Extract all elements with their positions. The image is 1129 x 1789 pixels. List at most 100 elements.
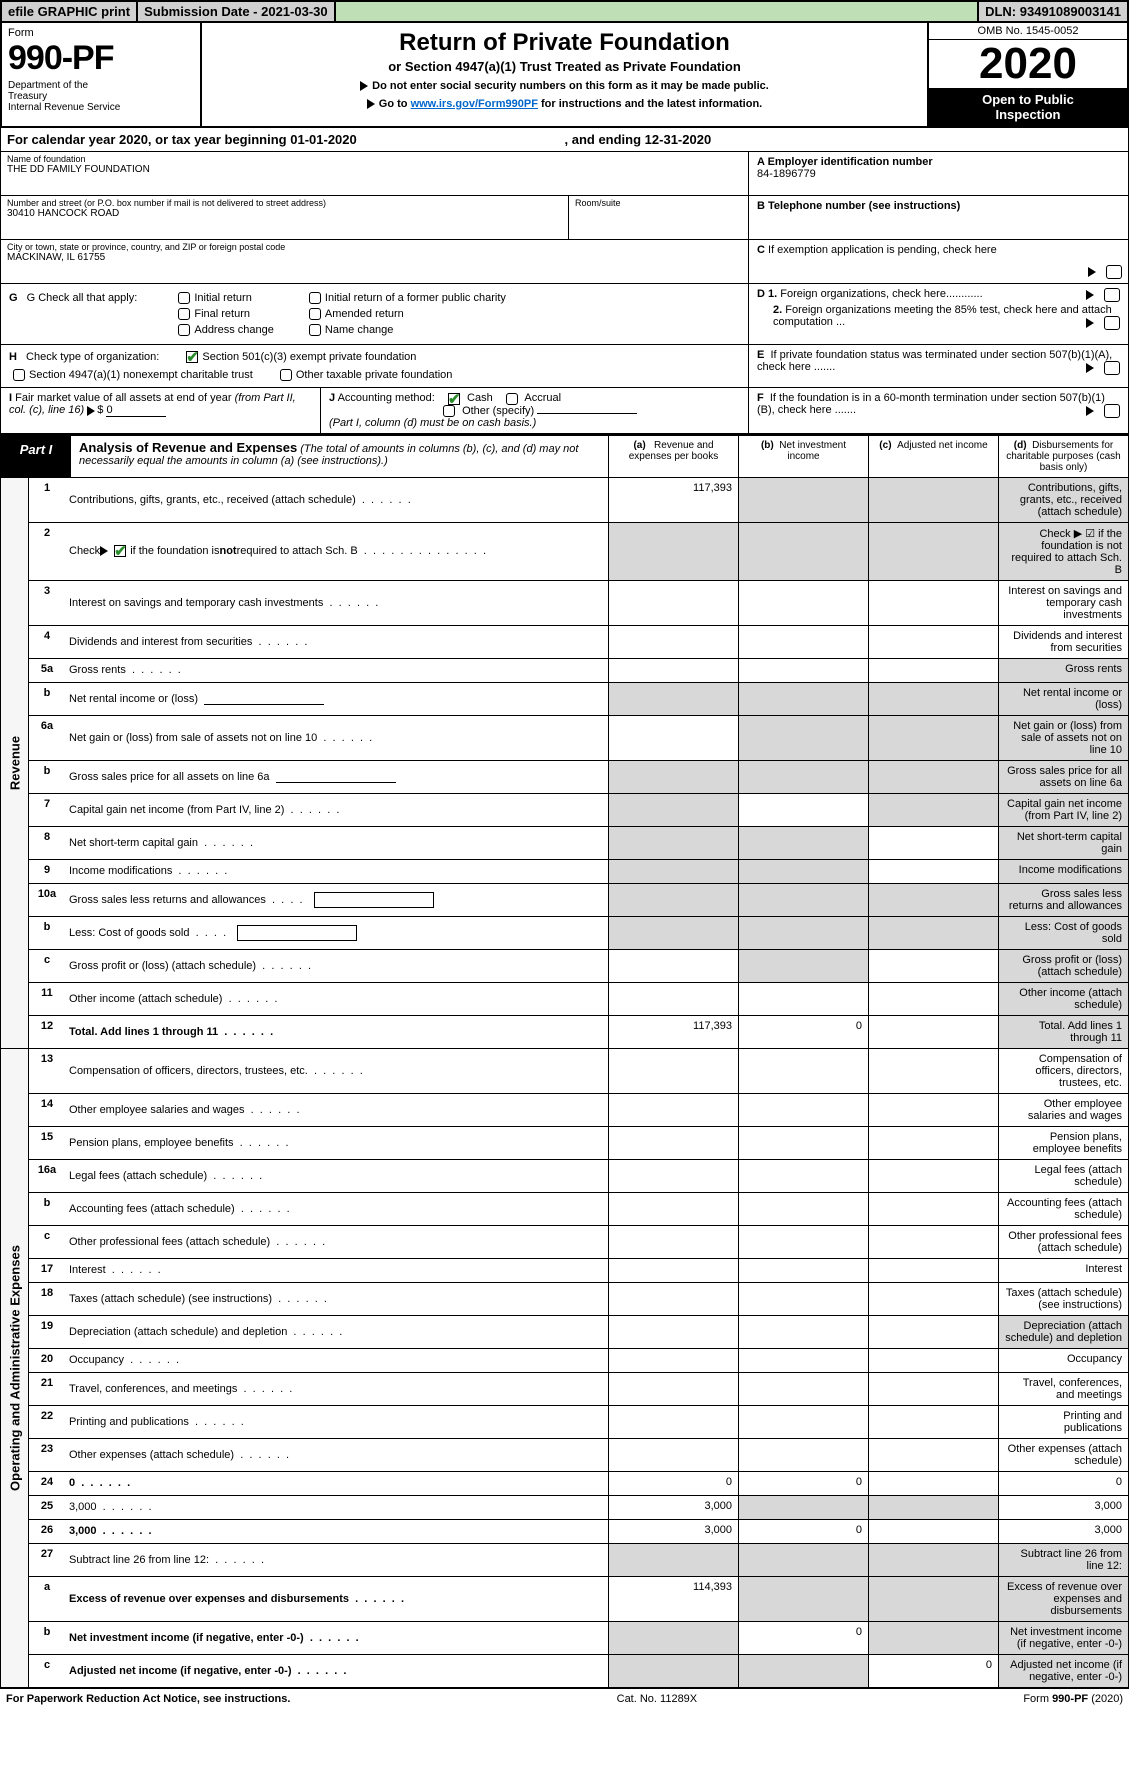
omb-number: OMB No. 1545-0052 <box>929 23 1127 40</box>
name-label: Name of foundation <box>7 154 742 164</box>
checkbox-501c3[interactable] <box>186 351 198 363</box>
cell-c <box>868 827 998 859</box>
row-desc: Gross sales price for all assets on line… <box>65 761 608 793</box>
row-number: 19 <box>29 1316 65 1348</box>
expenses-label-text: Operating and Administrative Expenses <box>7 1245 22 1491</box>
opt-4947: Section 4947(a)(1) nonexempt charitable … <box>29 369 253 381</box>
cell-d: 0 <box>998 1472 1128 1495</box>
table-row: 12Total. Add lines 1 through 11 . . . . … <box>29 1016 1128 1048</box>
cell-a <box>608 523 738 580</box>
row-desc: Compensation of officers, directors, tru… <box>65 1049 608 1093</box>
cell-c: 0 <box>868 1655 998 1687</box>
cell-b <box>738 1373 868 1405</box>
checkbox-amended[interactable] <box>309 308 321 320</box>
row-number: 22 <box>29 1406 65 1438</box>
checkbox-d2[interactable] <box>1104 316 1120 330</box>
address-cell: Number and street (or P.O. box number if… <box>1 196 748 240</box>
cell-a <box>608 1193 738 1225</box>
col-d-head: (d) Disbursements for charitable purpose… <box>998 436 1128 477</box>
row-desc: Capital gain net income (from Part IV, l… <box>65 794 608 826</box>
cell-b <box>738 1577 868 1621</box>
row-number: 10a <box>29 884 65 916</box>
row-desc: Occupancy . . . . . . <box>65 1349 608 1372</box>
table-row: 20Occupancy . . . . . .Occupancy <box>29 1349 1128 1373</box>
cell-b <box>738 1316 868 1348</box>
cell-b <box>738 1160 868 1192</box>
cell-b <box>738 523 868 580</box>
dln-value: 93491089003141 <box>1020 4 1121 19</box>
row-number: 7 <box>29 794 65 826</box>
note2-post: for instructions and the latest informat… <box>538 98 762 110</box>
header-center: Return of Private Foundation or Section … <box>202 23 927 126</box>
table-row: 22Printing and publications . . . . . .P… <box>29 1406 1128 1439</box>
cell-c <box>868 1406 998 1438</box>
checkbox-d1[interactable] <box>1104 288 1120 302</box>
cell-a <box>608 1127 738 1159</box>
city-label: City or town, state or province, country… <box>7 242 742 252</box>
cell-d: Other income (attach schedule) <box>998 983 1128 1015</box>
tax-year: 2020 <box>929 40 1127 88</box>
cell-a <box>608 716 738 760</box>
checkbox-name-change[interactable] <box>309 324 321 336</box>
arrow-icon <box>1088 267 1096 277</box>
opt-501c3: Section 501(c)(3) exempt private foundat… <box>202 351 416 363</box>
table-row: 3Interest on savings and temporary cash … <box>29 581 1128 626</box>
cell-d: Travel, conferences, and meetings <box>998 1373 1128 1405</box>
row-number: 6a <box>29 716 65 760</box>
cell-a <box>608 1373 738 1405</box>
cell-c <box>868 1160 998 1192</box>
cell-d: Net rental income or (loss) <box>998 683 1128 715</box>
table-row: 11Other income (attach schedule) . . . .… <box>29 983 1128 1016</box>
checkbox-address[interactable] <box>178 324 190 336</box>
checkbox-accrual[interactable] <box>506 393 518 405</box>
ein-value: 84-1896779 <box>757 168 1120 180</box>
cell-d: Other professional fees (attach schedule… <box>998 1226 1128 1258</box>
e-row: E If private foundation status was termi… <box>757 349 1120 373</box>
table-row: 7Capital gain net income (from Part IV, … <box>29 794 1128 827</box>
row-desc: Legal fees (attach schedule) . . . . . . <box>65 1160 608 1192</box>
row-number: 1 <box>29 478 65 522</box>
row-desc: Net investment income (if negative, ente… <box>65 1622 608 1654</box>
checkbox-f[interactable] <box>1104 404 1120 418</box>
checkbox-initial[interactable] <box>178 292 190 304</box>
cell-b <box>738 581 868 625</box>
cal-mid: , and ending <box>565 132 645 147</box>
row-desc: Gross rents . . . . . . <box>65 659 608 682</box>
cell-b: 0 <box>738 1472 868 1495</box>
c-text: If exemption application is pending, che… <box>768 244 997 256</box>
table-row: 2Check if the foundation is not required… <box>29 523 1128 581</box>
cell-d: Contributions, gifts, grants, etc., rece… <box>998 478 1128 522</box>
checkbox-sch-b[interactable] <box>114 545 126 557</box>
checkbox-4947[interactable] <box>13 369 25 381</box>
checkbox-cash[interactable] <box>448 393 460 405</box>
cell-b <box>738 1349 868 1372</box>
form-title: Return of Private Foundation <box>212 29 917 57</box>
checkbox-initial-former[interactable] <box>309 292 321 304</box>
cell-d: Subtract line 26 from line 12: <box>998 1544 1128 1576</box>
row-desc: Depreciation (attach schedule) and deple… <box>65 1316 608 1348</box>
calendar-year-row: For calendar year 2020, or tax year begi… <box>0 128 1129 152</box>
cell-a <box>608 659 738 682</box>
cell-c <box>868 983 998 1015</box>
cell-c <box>868 1496 998 1519</box>
cell-c <box>868 523 998 580</box>
checkbox-e[interactable] <box>1104 361 1120 375</box>
submission-date: Submission Date - 2021-03-30 <box>138 2 336 21</box>
table-row: 253,000 . . . . . .3,0003,000 <box>29 1496 1128 1520</box>
checkbox-other-method[interactable] <box>443 405 455 417</box>
cell-d: Interest <box>998 1259 1128 1282</box>
row-desc: Income modifications . . . . . . <box>65 860 608 883</box>
cell-c <box>868 659 998 682</box>
row-desc: Accounting fees (attach schedule) . . . … <box>65 1193 608 1225</box>
arrow-icon <box>1086 363 1094 373</box>
checkbox-other-taxable[interactable] <box>280 369 292 381</box>
checkbox-final[interactable] <box>178 308 190 320</box>
d2-row: 2. Foreign organizations meeting the 85%… <box>757 304 1120 328</box>
irs-link[interactable]: www.irs.gov/Form990PF <box>411 98 538 110</box>
cell-a <box>608 1439 738 1471</box>
cell-a: 117,393 <box>608 478 738 522</box>
checkbox-c[interactable] <box>1106 265 1122 279</box>
cell-a <box>608 1160 738 1192</box>
cal-begin: 01-01-2020 <box>290 132 357 147</box>
cell-a <box>608 1316 738 1348</box>
